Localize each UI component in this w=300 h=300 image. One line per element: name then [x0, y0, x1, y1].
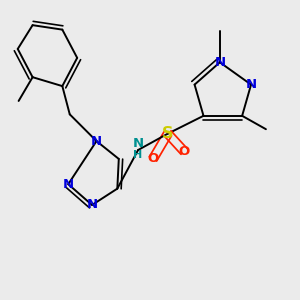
Text: N: N [245, 78, 256, 91]
Text: N: N [91, 135, 102, 148]
Text: N: N [214, 56, 225, 69]
Text: H: H [134, 150, 143, 160]
Text: N: N [86, 199, 98, 212]
Text: N: N [133, 137, 144, 150]
Text: O: O [178, 145, 190, 158]
Text: S: S [162, 126, 174, 141]
Text: O: O [147, 152, 159, 165]
Text: N: N [63, 178, 74, 191]
